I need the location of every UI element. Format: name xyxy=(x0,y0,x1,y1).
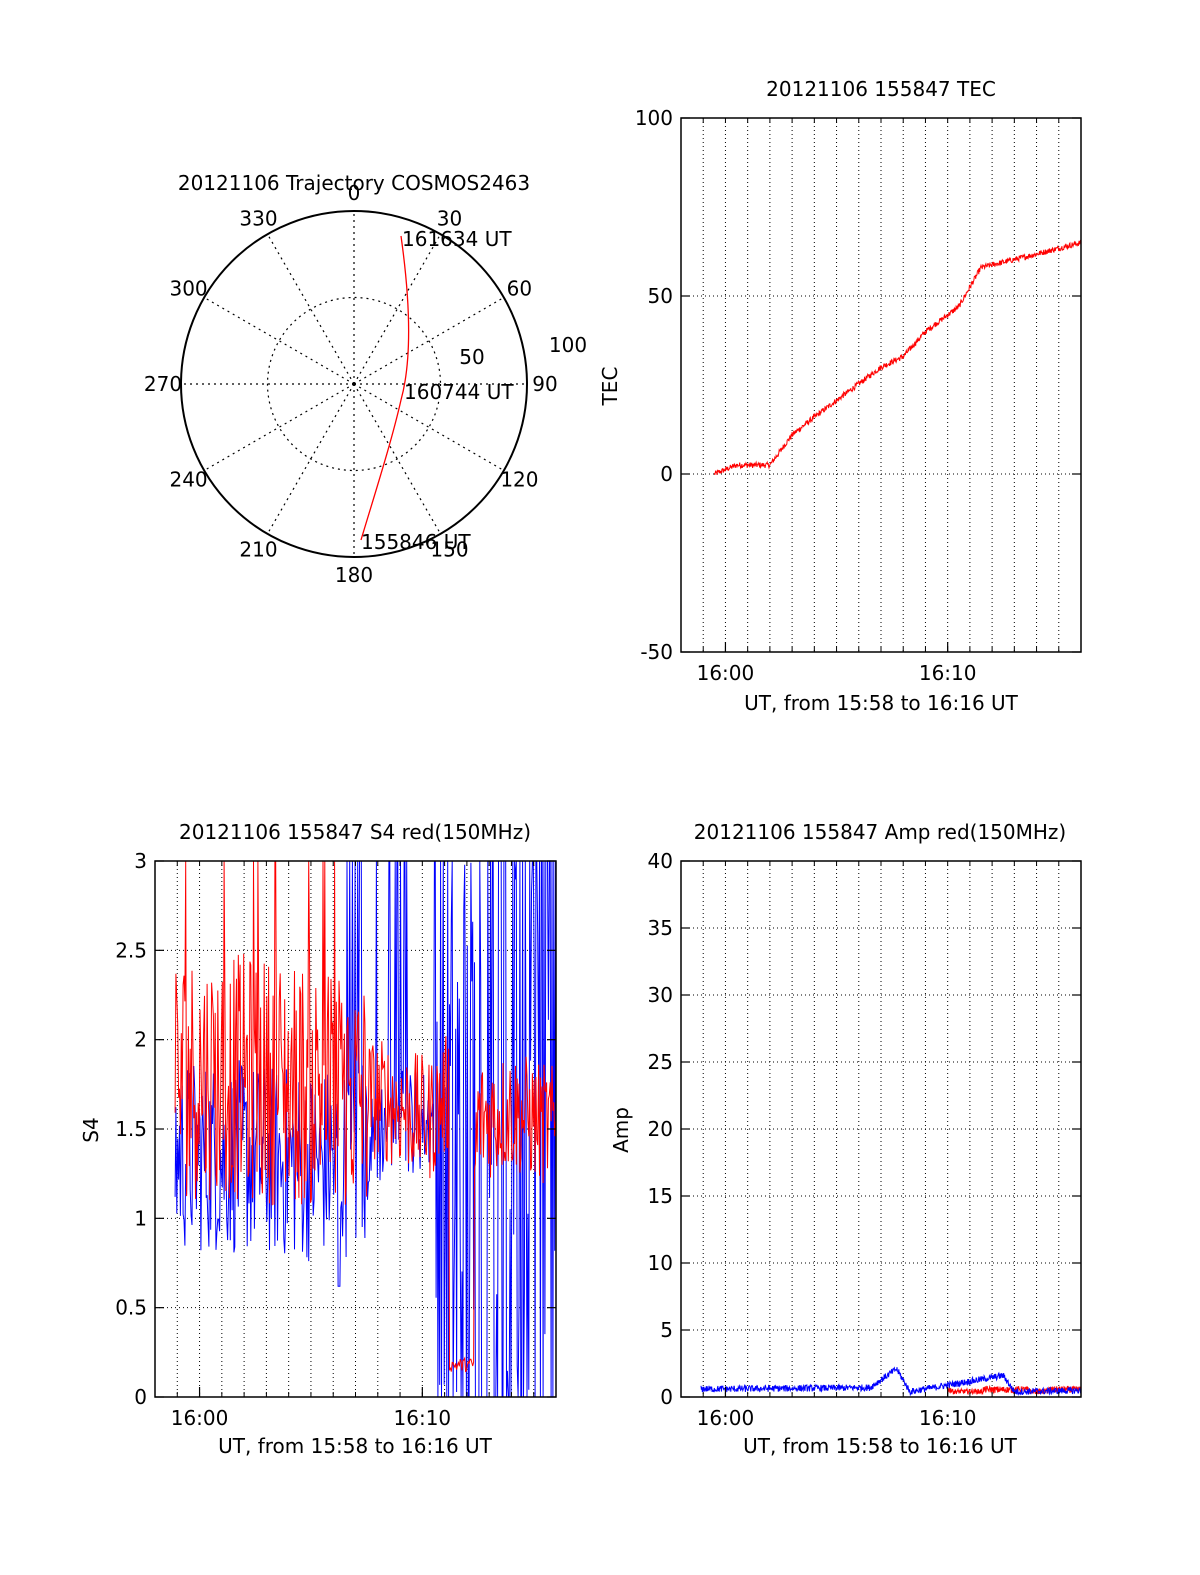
amp-y-tick-label: 0 xyxy=(660,1385,673,1409)
tec-x-axis-label: UT, from 15:58 to 16:16 UT xyxy=(744,691,1019,715)
amp-y-tick-label: 25 xyxy=(648,1050,673,1074)
s4-y-axis-label: S4 xyxy=(79,1117,103,1142)
amp-blue-series-line xyxy=(700,1366,1082,1397)
polar-radial-label: 50 xyxy=(459,345,484,369)
polar-azimuth-label: 240 xyxy=(169,468,207,492)
polar-track-label: 155846 UT xyxy=(361,530,471,554)
amp-x-axis-label: UT, from 15:58 to 16:16 UT xyxy=(743,1434,1018,1458)
s4-red-series-line xyxy=(174,860,557,1373)
polar-trajectory-panel: 20121106 Trajectory COSMOS2463 0 30 60 90 12… xyxy=(144,171,587,587)
polar-azimuth-label: 0 xyxy=(348,181,361,205)
polar-outer-circle xyxy=(180,210,528,558)
tec-y-axis-label: TEC xyxy=(598,367,622,407)
polar-track-label: 161634 UT xyxy=(402,227,512,251)
s4-y-tick-label: 0.5 xyxy=(115,1296,147,1320)
amp-chart: 20121106 155847 Amp red(150MHz) UT, from… xyxy=(609,820,1082,1458)
tec-y-tick-label: 100 xyxy=(635,106,673,130)
s4-y-tick-label: 2 xyxy=(134,1028,147,1052)
s4-x-tick-label: 16:00 xyxy=(171,1406,229,1430)
polar-inner-circle xyxy=(266,296,442,472)
polar-spoke xyxy=(203,383,355,472)
amp-y-tick-label: 40 xyxy=(648,849,673,873)
tec-y-tick-label: -50 xyxy=(640,640,673,664)
polar-azimuth-label: 30 xyxy=(437,207,462,231)
amp-y-axis-label: Amp xyxy=(609,1107,633,1153)
polar-azimuth-label: 180 xyxy=(335,563,373,587)
amp-x-tick-label: 16:10 xyxy=(919,1406,977,1430)
s4-chart-title: 20121106 155847 S4 red(150MHz) xyxy=(179,820,531,844)
s4-chart: 20121106 155847 S4 red(150MHz) UT, from … xyxy=(79,820,557,1458)
amp-y-tick-label: 10 xyxy=(648,1251,673,1275)
polar-azimuth-label: 120 xyxy=(500,468,538,492)
amp-x-tick-label: 16:00 xyxy=(697,1406,755,1430)
polar-spoke xyxy=(266,383,355,535)
s4-x-tick-label: 16:10 xyxy=(394,1406,452,1430)
s4-y-tick-label: 3 xyxy=(134,849,147,873)
polar-azimuth-label: 330 xyxy=(239,207,277,231)
amp-chart-title: 20121106 155847 Amp red(150MHz) xyxy=(694,820,1066,844)
tec-chart-title: 20121106 155847 TEC xyxy=(766,77,996,101)
amp-y-tick-label: 20 xyxy=(648,1117,673,1141)
polar-azimuth-label: 210 xyxy=(239,537,277,561)
s4-y-tick-label: 1.5 xyxy=(115,1117,147,1141)
polar-trajectory-line xyxy=(360,235,410,541)
amp-y-tick-label: 35 xyxy=(648,916,673,940)
tec-y-tick-label: 50 xyxy=(648,284,673,308)
polar-spoke xyxy=(353,296,505,385)
polar-title: 20121106 Trajectory COSMOS2463 xyxy=(178,171,530,195)
tec-x-tick-label: 16:10 xyxy=(919,661,977,685)
s4-blue-series-line xyxy=(174,860,557,1398)
amp-y-tick-label: 5 xyxy=(660,1318,673,1342)
polar-azimuth-label: 270 xyxy=(144,372,182,396)
polar-spoke xyxy=(353,233,442,385)
s4-x-axis-label: UT, from 15:58 to 16:16 UT xyxy=(218,1434,493,1458)
polar-azimuth-label: 300 xyxy=(169,277,207,301)
polar-spoke xyxy=(266,233,355,385)
s4-y-tick-label: 0 xyxy=(134,1385,147,1409)
polar-spoke xyxy=(203,296,355,385)
amp-y-tick-label: 15 xyxy=(648,1184,673,1208)
amp-y-tick-label: 30 xyxy=(648,983,673,1007)
polar-azimuth-label: 150 xyxy=(430,537,468,561)
polar-azimuth-label: 60 xyxy=(507,277,532,301)
polar-radial-label: 100 xyxy=(549,333,587,357)
polar-track-label: 160744 UT xyxy=(404,380,514,404)
polar-azimuth-label: 90 xyxy=(532,372,557,396)
polar-spoke xyxy=(353,383,505,472)
s4-y-tick-label: 1 xyxy=(134,1206,147,1230)
tec-y-tick-label: 0 xyxy=(660,462,673,486)
s4-y-tick-label: 2.5 xyxy=(115,938,147,962)
tec-series-line xyxy=(713,239,1082,476)
tec-chart: 20121106 155847 TEC UT, from 15:58 to 16… xyxy=(598,77,1082,715)
tec-x-tick-label: 16:00 xyxy=(697,661,755,685)
polar-spoke xyxy=(353,383,442,535)
